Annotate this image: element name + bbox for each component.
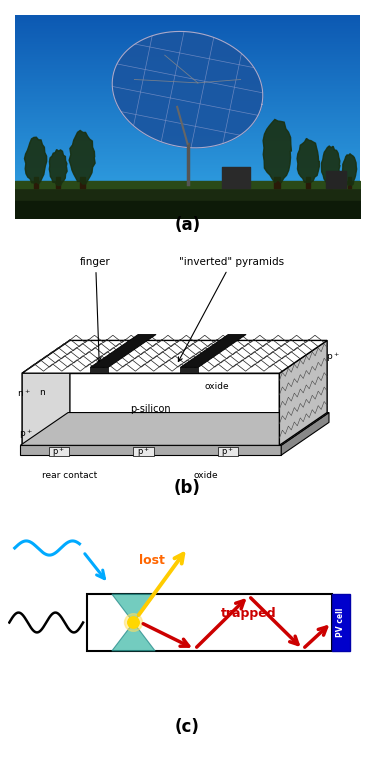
Text: lost: lost xyxy=(139,554,164,567)
Polygon shape xyxy=(49,150,68,185)
Text: p$^+$: p$^+$ xyxy=(222,445,234,459)
Bar xyxy=(87,594,332,651)
Polygon shape xyxy=(279,340,327,445)
Text: trapped: trapped xyxy=(221,607,276,620)
Text: "inverted" pyramids: "inverted" pyramids xyxy=(178,257,284,362)
Polygon shape xyxy=(90,367,108,373)
Polygon shape xyxy=(218,447,238,456)
Polygon shape xyxy=(49,447,69,456)
Polygon shape xyxy=(20,412,329,445)
Text: p$^+$: p$^+$ xyxy=(326,350,339,363)
Polygon shape xyxy=(22,373,279,445)
Polygon shape xyxy=(281,412,329,455)
Text: p$^+$: p$^+$ xyxy=(53,445,65,459)
Text: p$^+$: p$^+$ xyxy=(19,427,33,441)
Polygon shape xyxy=(133,447,153,456)
Text: n$^+$: n$^+$ xyxy=(17,387,31,399)
Polygon shape xyxy=(70,130,94,184)
Polygon shape xyxy=(180,367,198,373)
Polygon shape xyxy=(112,594,155,623)
Text: (b): (b) xyxy=(174,479,201,497)
Circle shape xyxy=(128,617,139,628)
Bar xyxy=(332,594,350,651)
Circle shape xyxy=(124,614,142,631)
Text: n: n xyxy=(39,389,45,397)
Polygon shape xyxy=(297,138,319,183)
Polygon shape xyxy=(90,334,156,367)
Polygon shape xyxy=(180,334,246,367)
Polygon shape xyxy=(321,145,340,185)
Text: p-silicon: p-silicon xyxy=(130,404,171,415)
Text: rear contact: rear contact xyxy=(42,471,98,480)
Text: (a): (a) xyxy=(174,216,201,234)
Polygon shape xyxy=(112,31,263,148)
Polygon shape xyxy=(112,623,155,651)
Polygon shape xyxy=(342,154,357,185)
Polygon shape xyxy=(25,138,47,184)
Polygon shape xyxy=(20,445,281,455)
Polygon shape xyxy=(262,119,292,183)
Text: (c): (c) xyxy=(175,718,200,736)
Polygon shape xyxy=(22,340,327,373)
Polygon shape xyxy=(22,340,70,445)
Text: PV cell: PV cell xyxy=(336,608,345,637)
Text: p$^+$: p$^+$ xyxy=(137,445,150,459)
Text: oxide: oxide xyxy=(194,471,218,480)
Text: finger: finger xyxy=(80,257,111,362)
Text: oxide: oxide xyxy=(205,382,229,391)
